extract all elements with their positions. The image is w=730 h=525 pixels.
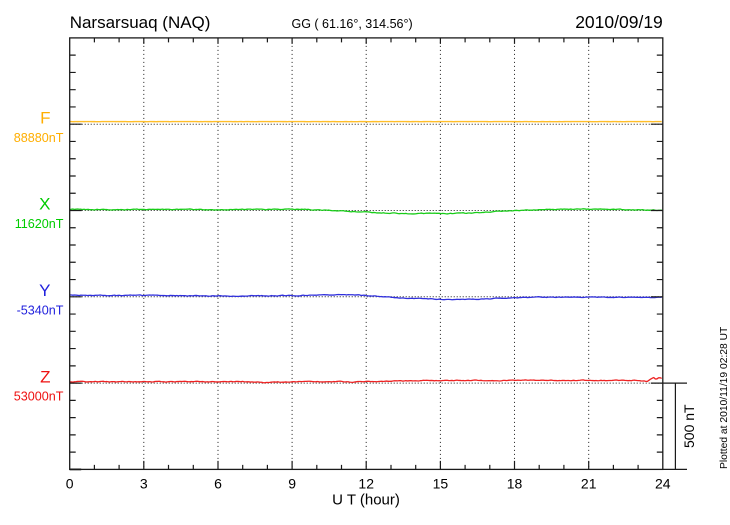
- svg-text:3: 3: [140, 476, 148, 492]
- svg-text:GG ( 61.16°, 314.56°): GG ( 61.16°, 314.56°): [292, 17, 413, 31]
- svg-text:Z: Z: [40, 367, 50, 386]
- svg-text:0: 0: [66, 476, 74, 492]
- svg-text:U T (hour): U T (hour): [332, 492, 400, 509]
- svg-text:21: 21: [581, 476, 597, 492]
- svg-text:88880nT: 88880nT: [14, 131, 64, 145]
- svg-text:Narsarsuaq (NAQ): Narsarsuaq (NAQ): [70, 13, 211, 32]
- svg-text:X: X: [39, 195, 50, 214]
- svg-text:24: 24: [655, 476, 671, 492]
- svg-text:Plotted at 2010/11/19 02:28 UT: Plotted at 2010/11/19 02:28 UT: [719, 326, 730, 469]
- svg-text:53000nT: 53000nT: [14, 390, 64, 404]
- svg-text:15: 15: [433, 476, 449, 492]
- svg-text:500 nT: 500 nT: [681, 404, 697, 448]
- svg-text:F: F: [40, 108, 50, 127]
- svg-text:12: 12: [358, 476, 374, 492]
- svg-text:Y: Y: [39, 281, 50, 300]
- svg-text:-5340nT: -5340nT: [17, 303, 64, 317]
- svg-text:6: 6: [214, 476, 222, 492]
- svg-text:18: 18: [507, 476, 523, 492]
- svg-text:11620nT: 11620nT: [15, 217, 64, 231]
- svg-text:9: 9: [288, 476, 296, 492]
- svg-text:2010/09/19: 2010/09/19: [575, 12, 663, 32]
